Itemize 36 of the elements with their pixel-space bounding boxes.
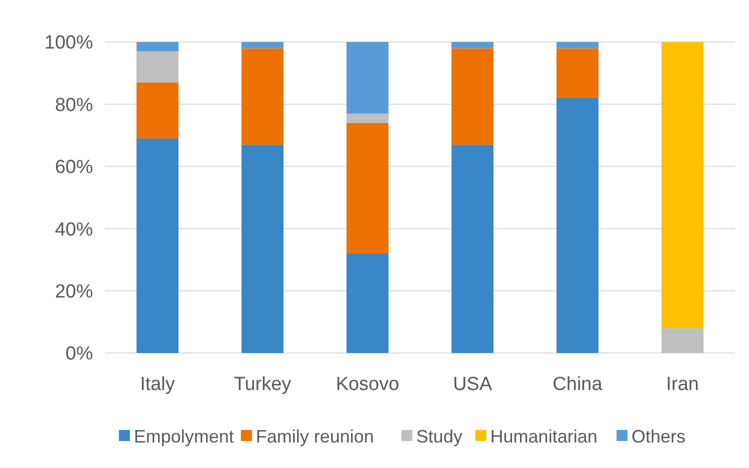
bar — [452, 144, 494, 353]
legend-label: Study — [416, 426, 462, 446]
x-tick-label: China — [552, 374, 603, 395]
x-tick-label: Italy — [140, 374, 176, 395]
y-tick-label: 80% — [54, 94, 94, 116]
y-tick-label: 20% — [54, 281, 94, 302]
x-tick-label: USA — [452, 374, 492, 395]
x-tick-label: Turkey — [234, 374, 292, 395]
y-tick-label: 0% — [66, 344, 94, 365]
bar — [452, 42, 494, 48]
legend-label: Empolyment — [134, 426, 234, 446]
x-tick-label: Iran — [666, 374, 699, 395]
bar — [556, 42, 598, 48]
bar — [556, 48, 598, 98]
bar — [136, 51, 178, 82]
bar — [346, 42, 388, 114]
bar — [662, 42, 704, 328]
y-tick-label: 40% — [54, 219, 94, 240]
y-tick-label: 100% — [44, 32, 94, 54]
bar — [452, 48, 494, 145]
bar — [662, 328, 704, 353]
x-tick-label: Kosovo — [336, 374, 400, 395]
legend-label: Others — [632, 426, 686, 446]
bar — [556, 98, 598, 353]
bar — [242, 144, 284, 353]
legend-label: Family reunion — [256, 426, 374, 446]
bar — [242, 48, 284, 145]
bar — [346, 122, 388, 254]
legend-label: Humanitarian — [490, 426, 598, 446]
bar — [136, 82, 178, 138]
bar — [242, 42, 284, 48]
bar — [346, 253, 388, 353]
y-tick-label: 60% — [54, 157, 94, 178]
bar — [346, 114, 388, 123]
bar — [136, 138, 178, 353]
bar — [136, 42, 178, 52]
